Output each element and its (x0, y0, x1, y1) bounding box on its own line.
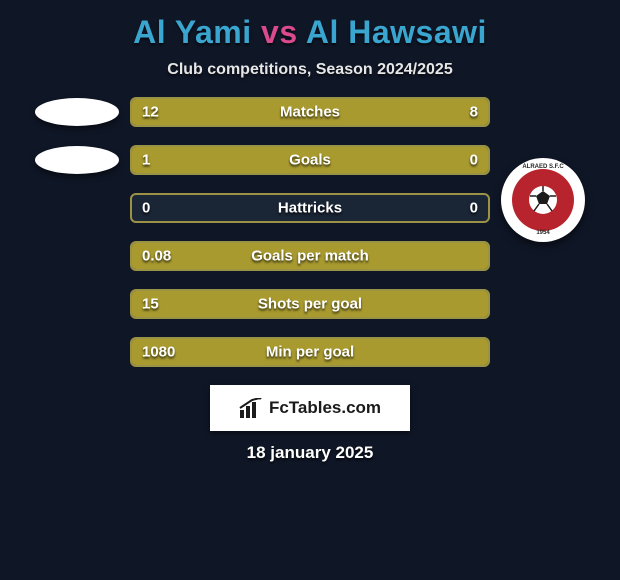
stat-label: Goals (132, 152, 488, 169)
stat-label: Shots per goal (132, 296, 488, 313)
stat-bar: 15Shots per goal (130, 289, 490, 319)
chart-icon (239, 398, 265, 418)
player1-name: Al Yami (133, 14, 252, 50)
page-title: Al Yami vs Al Hawsawi (5, 14, 615, 51)
stat-label: Hattricks (132, 200, 488, 217)
stat-bar: 128Matches (130, 97, 490, 127)
watermark-badge: FcTables.com (210, 385, 410, 431)
stat-row: 00Hattricks (5, 193, 615, 223)
stat-bar: 10Goals (130, 145, 490, 175)
stat-label: Matches (132, 104, 488, 121)
comparison-card: Al Yami vs Al Hawsawi Club competitions,… (0, 0, 620, 473)
stat-bar: 0.08Goals per match (130, 241, 490, 271)
stat-row: 0.08Goals per match (5, 241, 615, 271)
stat-row: 10GoalsALRAED S.F.C1954 (5, 145, 615, 175)
stat-row: 15Shots per goal (5, 289, 615, 319)
stat-row: 128Matches (5, 97, 615, 127)
stat-row: 1080Min per goal (5, 337, 615, 367)
watermark-text: FcTables.com (269, 398, 381, 418)
team-logo-placeholder (35, 146, 119, 174)
vs-text: vs (261, 14, 298, 50)
date-text: 18 january 2025 (5, 443, 615, 463)
player2-name: Al Hawsawi (306, 14, 487, 50)
left-logo-slot (32, 98, 122, 126)
stat-bar: 1080Min per goal (130, 337, 490, 367)
team-logo-placeholder (35, 98, 119, 126)
stat-label: Goals per match (132, 248, 488, 265)
stat-label: Min per goal (132, 344, 488, 361)
stats-block: 128Matches 10GoalsALRAED S.F.C1954 00Hattr… (5, 97, 615, 367)
stat-bar: 00Hattricks (130, 193, 490, 223)
left-logo-slot (32, 146, 122, 174)
subtitle: Club competitions, Season 2024/2025 (5, 61, 615, 79)
crest-bottom-text: 1954 (536, 230, 549, 236)
